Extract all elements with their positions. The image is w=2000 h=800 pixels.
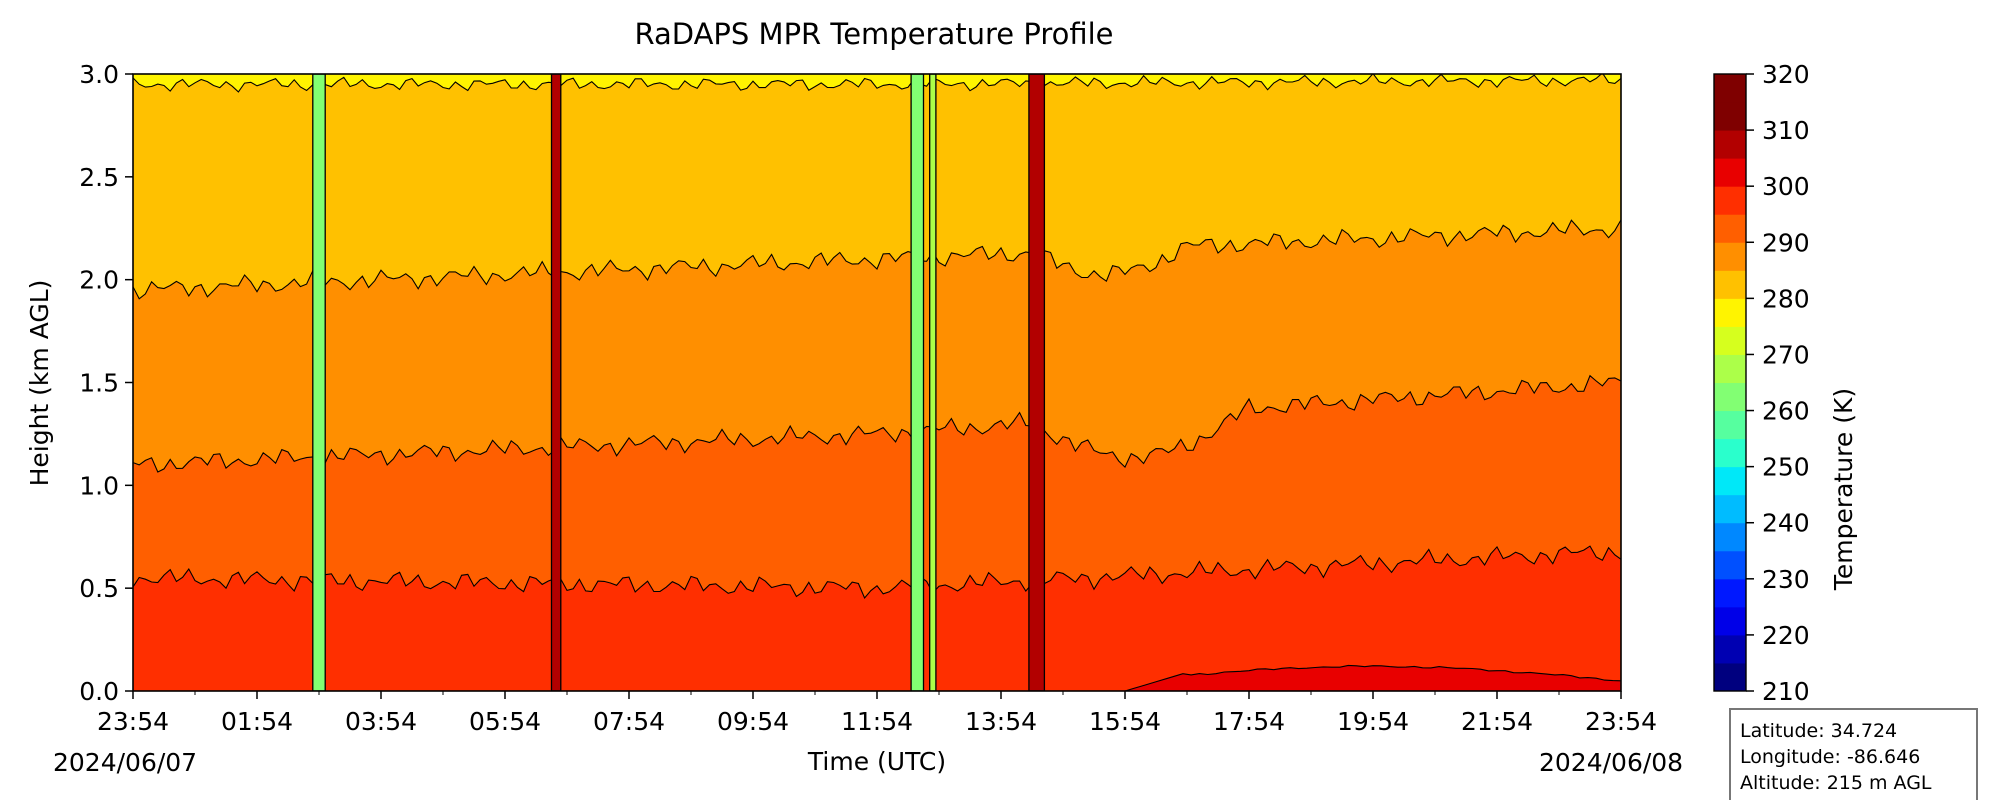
x-tick-label: 13:54 — [965, 707, 1037, 736]
colorbar-swatch — [1714, 130, 1746, 159]
colorbar-tick-label: 210 — [1762, 677, 1810, 706]
colorbar-tick-label: 240 — [1762, 509, 1810, 538]
anomaly-column — [929, 74, 937, 691]
colorbar: 210 220 230 240 250 260 270 280 290 300 310 320 Tem… — [1713, 60, 1858, 706]
x-tick-label: 03:54 — [345, 707, 417, 736]
colorbar-swatch — [1714, 326, 1746, 355]
contour-285 — [133, 219, 1621, 300]
y-axis: 0.0 0.5 1.0 1.5 2.0 2.5 3.0 — [79, 60, 133, 706]
colorbar-frame — [1713, 73, 1747, 692]
colorbar-swatch — [1714, 158, 1746, 187]
colorbar-swatch — [1714, 606, 1746, 636]
x-tick-label: 23:54 — [1585, 707, 1657, 736]
anomaly-column — [910, 74, 925, 691]
contour-295 — [133, 545, 1621, 600]
colorbar-tick-label: 260 — [1762, 397, 1810, 426]
end-date-label: 2024/06/08 — [1539, 748, 1683, 777]
anomaly-column — [312, 74, 326, 691]
chart-title: RaDAPS MPR Temperature Profile — [634, 17, 1113, 51]
colorbar-swatch — [1714, 354, 1746, 383]
colorbar-tick-label: 320 — [1762, 60, 1810, 89]
anomaly-column — [550, 74, 562, 691]
colorbar-ticks: 210 220 230 240 250 260 270 280 290 300 310 320 — [1746, 60, 1810, 706]
layer-295 — [133, 546, 1621, 691]
y-tick-label: 0.5 — [79, 574, 119, 603]
x-tick-label: 05:54 — [469, 707, 541, 736]
colorbar-swatch — [1714, 270, 1746, 299]
x-tick-label: 11:54 — [841, 707, 913, 736]
colorbar-swatch — [1714, 102, 1746, 131]
layer-300 — [1125, 665, 1621, 691]
temperature-fill-layers — [133, 74, 1621, 691]
y-tick-label: 1.5 — [79, 369, 119, 398]
colorbar-swatch — [1714, 74, 1746, 103]
colorbar-swatch — [1714, 410, 1746, 440]
y-tick-label: 2.5 — [79, 163, 119, 192]
colorbar-swatch — [1714, 382, 1746, 412]
info-latitude: Latitude: 34.724 — [1740, 720, 1897, 742]
info-longitude: Longitude: -86.646 — [1740, 746, 1920, 768]
colorbar-swatch — [1714, 634, 1746, 664]
y-tick-label: 1.0 — [79, 471, 119, 500]
x-tick-label: 17:54 — [1213, 707, 1285, 736]
x-tick-label: 15:54 — [1089, 707, 1161, 736]
plot-area — [132, 73, 1622, 692]
colorbar-swatch — [1714, 578, 1746, 608]
x-tick-label: 09:54 — [717, 707, 789, 736]
colorbar-swatch — [1714, 186, 1746, 215]
colorbar-label: Temperature (K) — [1829, 388, 1858, 591]
x-tick-label: 07:54 — [593, 707, 665, 736]
anomaly-column — [1028, 74, 1046, 691]
x-tick-label: 21:54 — [1461, 707, 1533, 736]
x-tick-label: 23:54 — [97, 707, 169, 736]
colorbar-swatch — [1714, 522, 1746, 552]
colorbar-swatch — [1714, 242, 1746, 271]
contour-290 — [133, 374, 1621, 473]
start-date-label: 2024/06/07 — [53, 748, 197, 777]
anomaly-columns — [312, 74, 1046, 691]
info-altitude: Altitude: 215 m AGL — [1740, 772, 1932, 794]
x-tick-label: 19:54 — [1337, 707, 1409, 736]
colorbar-tick-label: 300 — [1762, 172, 1810, 201]
colorbar-tick-label: 280 — [1762, 284, 1810, 313]
y-tick-label: 0.0 — [79, 677, 119, 706]
colorbar-tick-label: 310 — [1762, 116, 1810, 145]
colorbar-tick-label: 270 — [1762, 340, 1810, 369]
colorbar-tick-label: 220 — [1762, 621, 1810, 650]
contour-300 — [1124, 664, 1621, 691]
contour-280 — [133, 74, 1621, 93]
colorbar-swatch — [1714, 494, 1746, 524]
y-tick-label: 2.0 — [79, 266, 119, 295]
x-axis: 23:54 01:54 03:54 05:54 07:54 09:54 11:54 13:54… — [97, 691, 1657, 736]
colorbar-swatch — [1714, 438, 1746, 468]
colorbar-tick-label: 290 — [1762, 228, 1810, 257]
colorbar-tick-label: 250 — [1762, 453, 1810, 482]
contour-lines — [133, 74, 1621, 691]
y-axis-label: Height (km AGL) — [25, 280, 54, 487]
colorbar-swatch — [1714, 550, 1746, 580]
colorbar-swatch — [1714, 662, 1746, 692]
colorbar-swatch — [1714, 466, 1746, 496]
colorbar-swatch — [1714, 298, 1746, 327]
y-tick-label: 3.0 — [79, 60, 119, 89]
x-tick-label: 01:54 — [221, 707, 293, 736]
x-axis-label: Time (UTC) — [807, 747, 946, 776]
colorbar-swatch — [1714, 214, 1746, 243]
info-box-frame — [1729, 708, 1978, 800]
location-info-box: Latitude: 34.724 Longitude: -86.646 Alti… — [1729, 708, 1978, 800]
colorbar-swatches — [1714, 74, 1746, 692]
colorbar-tick-label: 230 — [1762, 565, 1810, 594]
